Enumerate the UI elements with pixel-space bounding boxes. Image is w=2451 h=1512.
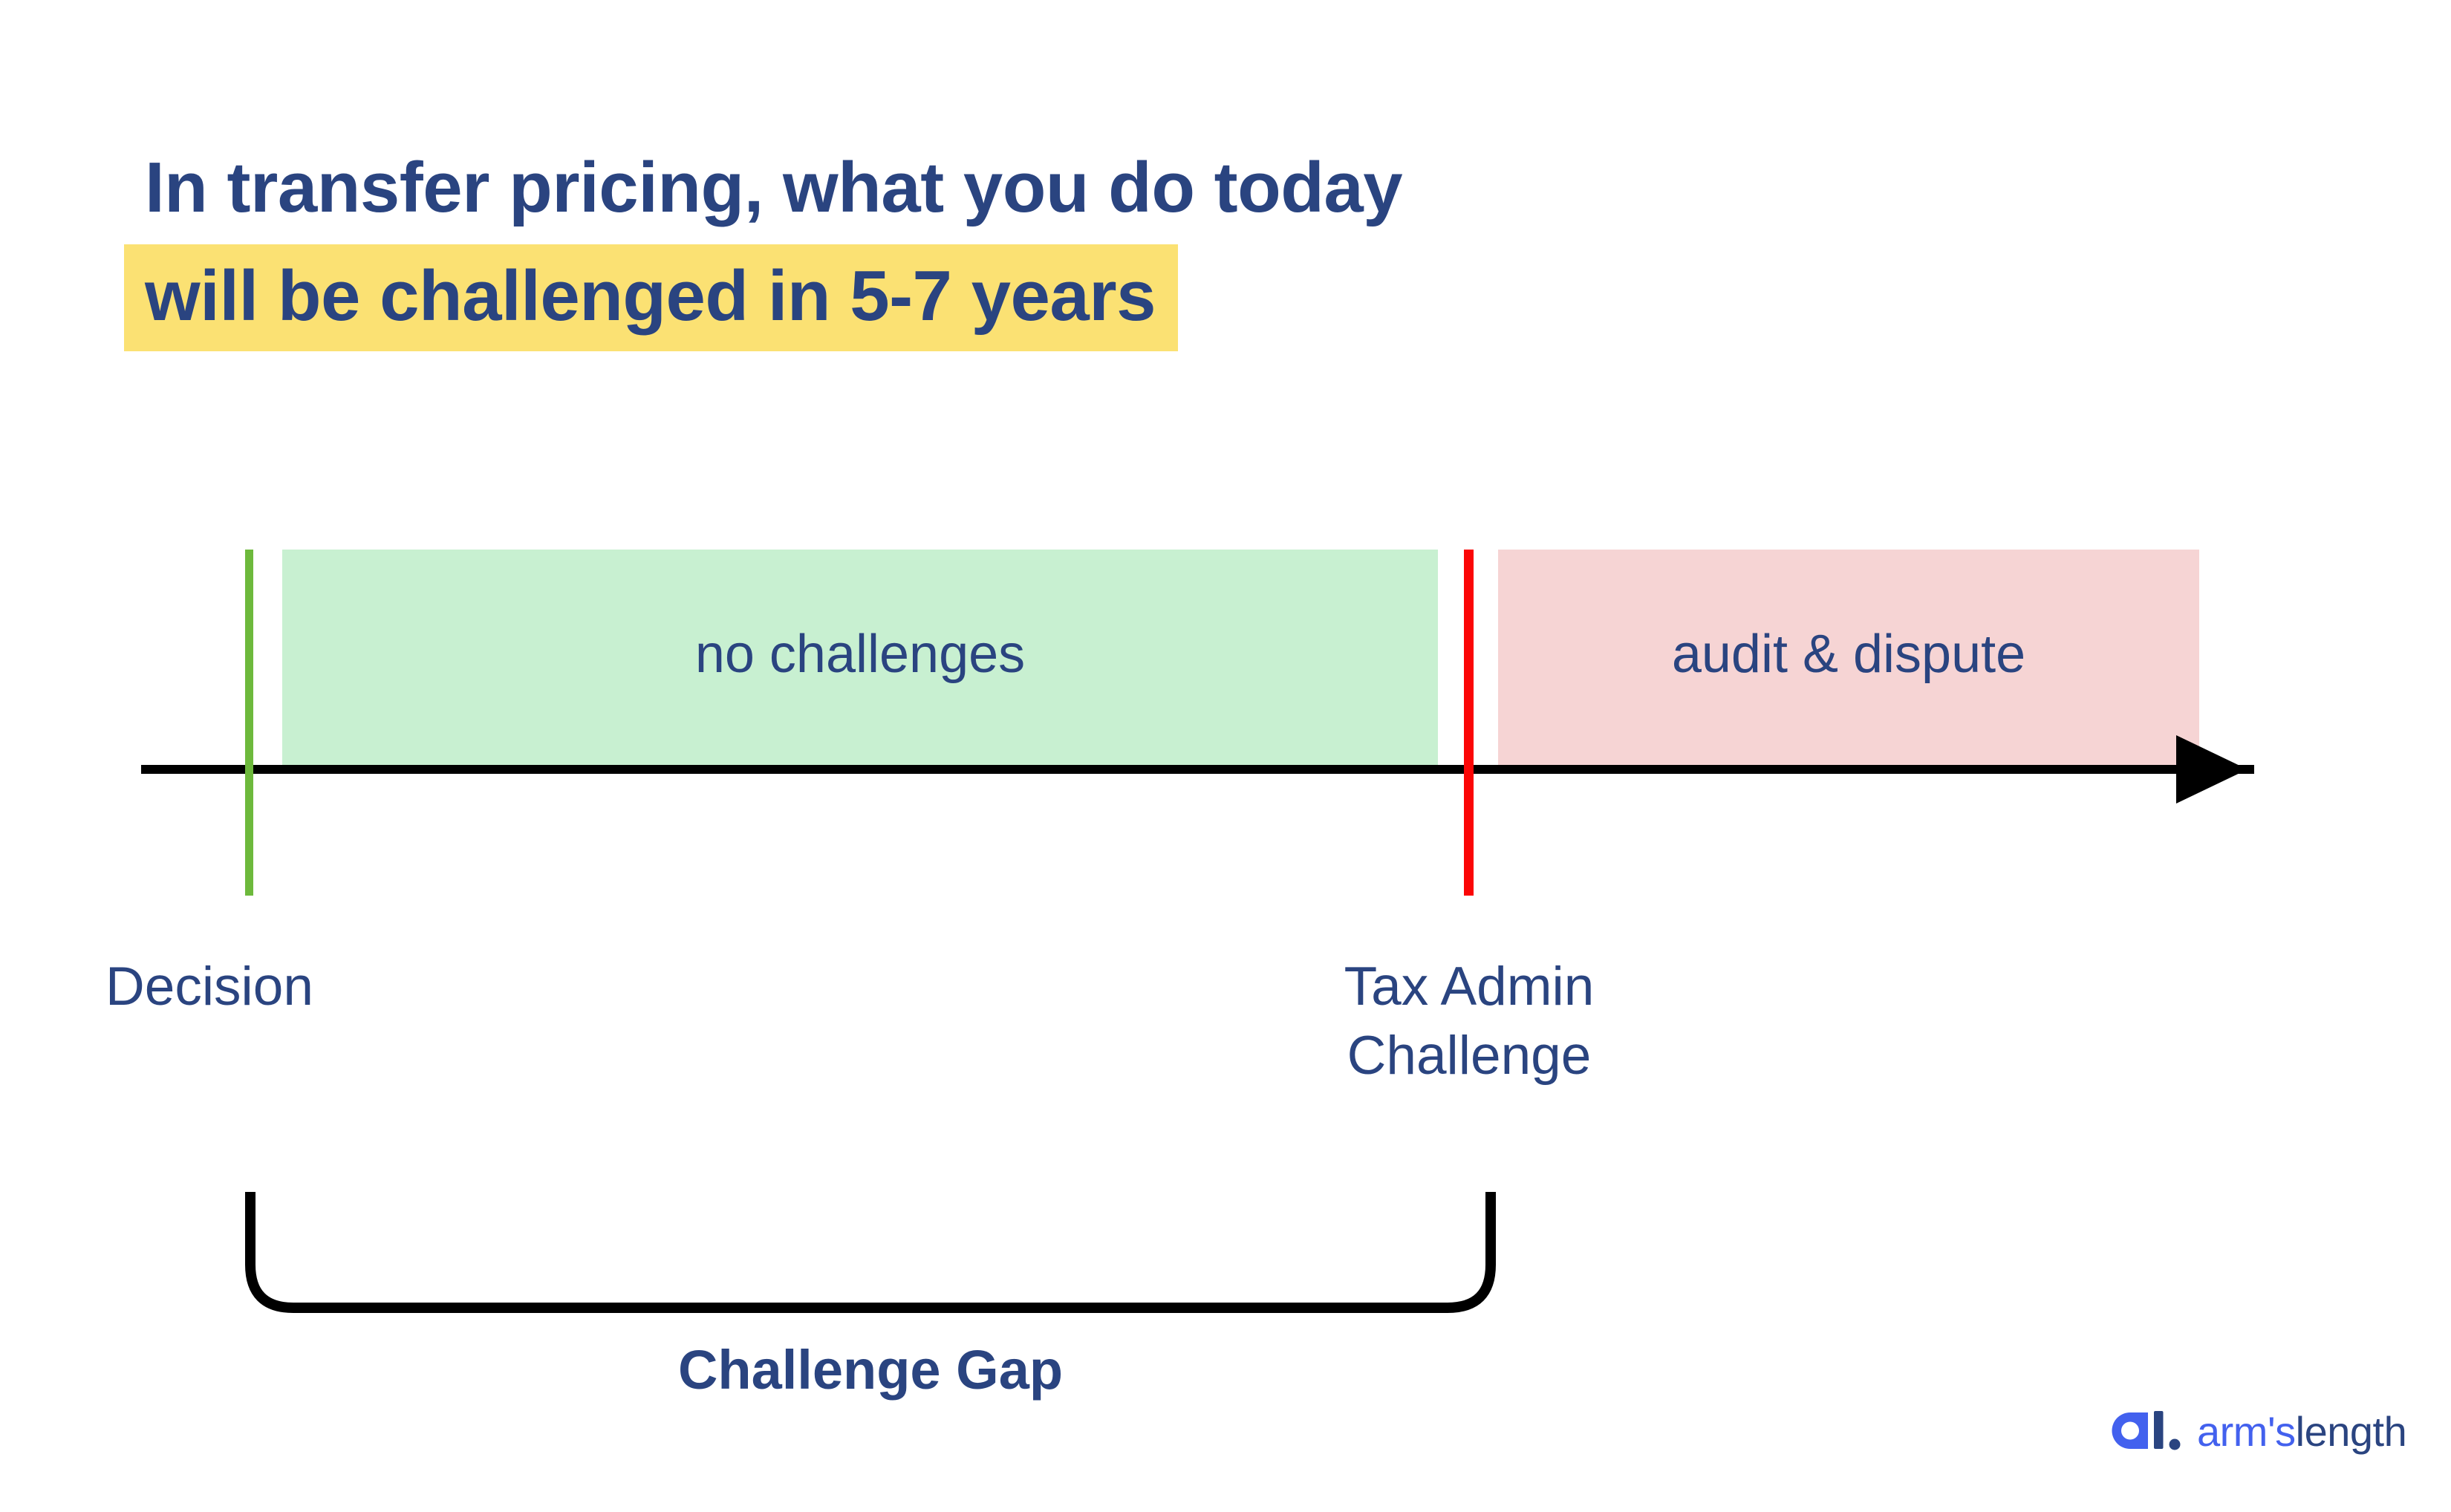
- band-label-audit-dispute: audit & dispute: [1671, 625, 2026, 684]
- logo-word-arms: arm's: [2197, 1408, 2296, 1455]
- logo-word-length: length: [2295, 1408, 2407, 1455]
- armslength-logo: arm'slength: [2108, 1406, 2407, 1458]
- axis-label-tax-admin-challenge-line2: Challenge: [1347, 1026, 1592, 1086]
- timeline-axis-line: [141, 765, 2254, 774]
- band-label-no-challenges: no challenges: [694, 625, 1026, 684]
- title-block: In transfer pricing, what you do today w…: [124, 152, 1832, 351]
- title-line-2-highlighted: will be challenged in 5-7 years: [124, 244, 1179, 351]
- armslength-logo-mark-icon: [2112, 1411, 2181, 1450]
- marker-decision-line: [245, 550, 253, 896]
- axis-label-tax-admin-challenge: Tax Admin Challenge: [1098, 952, 1840, 1091]
- title-line-1: In transfer pricing, what you do today: [145, 148, 1403, 227]
- challenge-gap-brace: [245, 1192, 1496, 1314]
- band-audit-dispute: [1498, 550, 2199, 772]
- armslength-logo-wordmark: arm'slength: [2197, 1408, 2407, 1455]
- brace-shape-icon: [245, 1192, 1496, 1313]
- challenge-gap-label: Challenge Gap: [677, 1339, 1064, 1401]
- title-line-2-wrap: will be challenged in 5-7 years: [124, 244, 1179, 351]
- band-no-challenges: [282, 550, 1438, 772]
- marker-tax-admin-challenge-line: [1464, 550, 1474, 896]
- axis-label-decision: Decision: [105, 957, 313, 1017]
- axis-label-tax-admin-challenge-line1: Tax Admin: [1344, 957, 1595, 1017]
- timeline-arrow-icon: [2176, 735, 2247, 804]
